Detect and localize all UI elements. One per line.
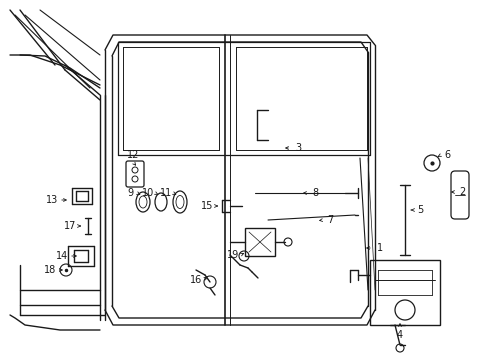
Text: 8: 8 xyxy=(311,188,317,198)
Bar xyxy=(244,228,274,256)
Text: 1: 1 xyxy=(376,243,382,253)
Text: 13: 13 xyxy=(46,195,58,205)
Text: 7: 7 xyxy=(326,215,332,225)
Text: 3: 3 xyxy=(294,143,301,153)
Text: 12: 12 xyxy=(126,150,139,160)
Text: 16: 16 xyxy=(189,275,202,285)
Text: 4: 4 xyxy=(396,330,402,340)
Text: 18: 18 xyxy=(44,265,56,275)
Text: 9: 9 xyxy=(127,188,133,198)
Text: 14: 14 xyxy=(56,251,68,261)
Text: 19: 19 xyxy=(226,250,239,260)
Text: 6: 6 xyxy=(443,150,449,160)
Text: 17: 17 xyxy=(63,221,76,231)
Text: 5: 5 xyxy=(416,205,422,215)
Text: 10: 10 xyxy=(142,188,154,198)
Text: 11: 11 xyxy=(160,188,172,198)
Text: 15: 15 xyxy=(201,201,213,211)
Bar xyxy=(369,260,439,325)
Text: 2: 2 xyxy=(458,187,464,197)
